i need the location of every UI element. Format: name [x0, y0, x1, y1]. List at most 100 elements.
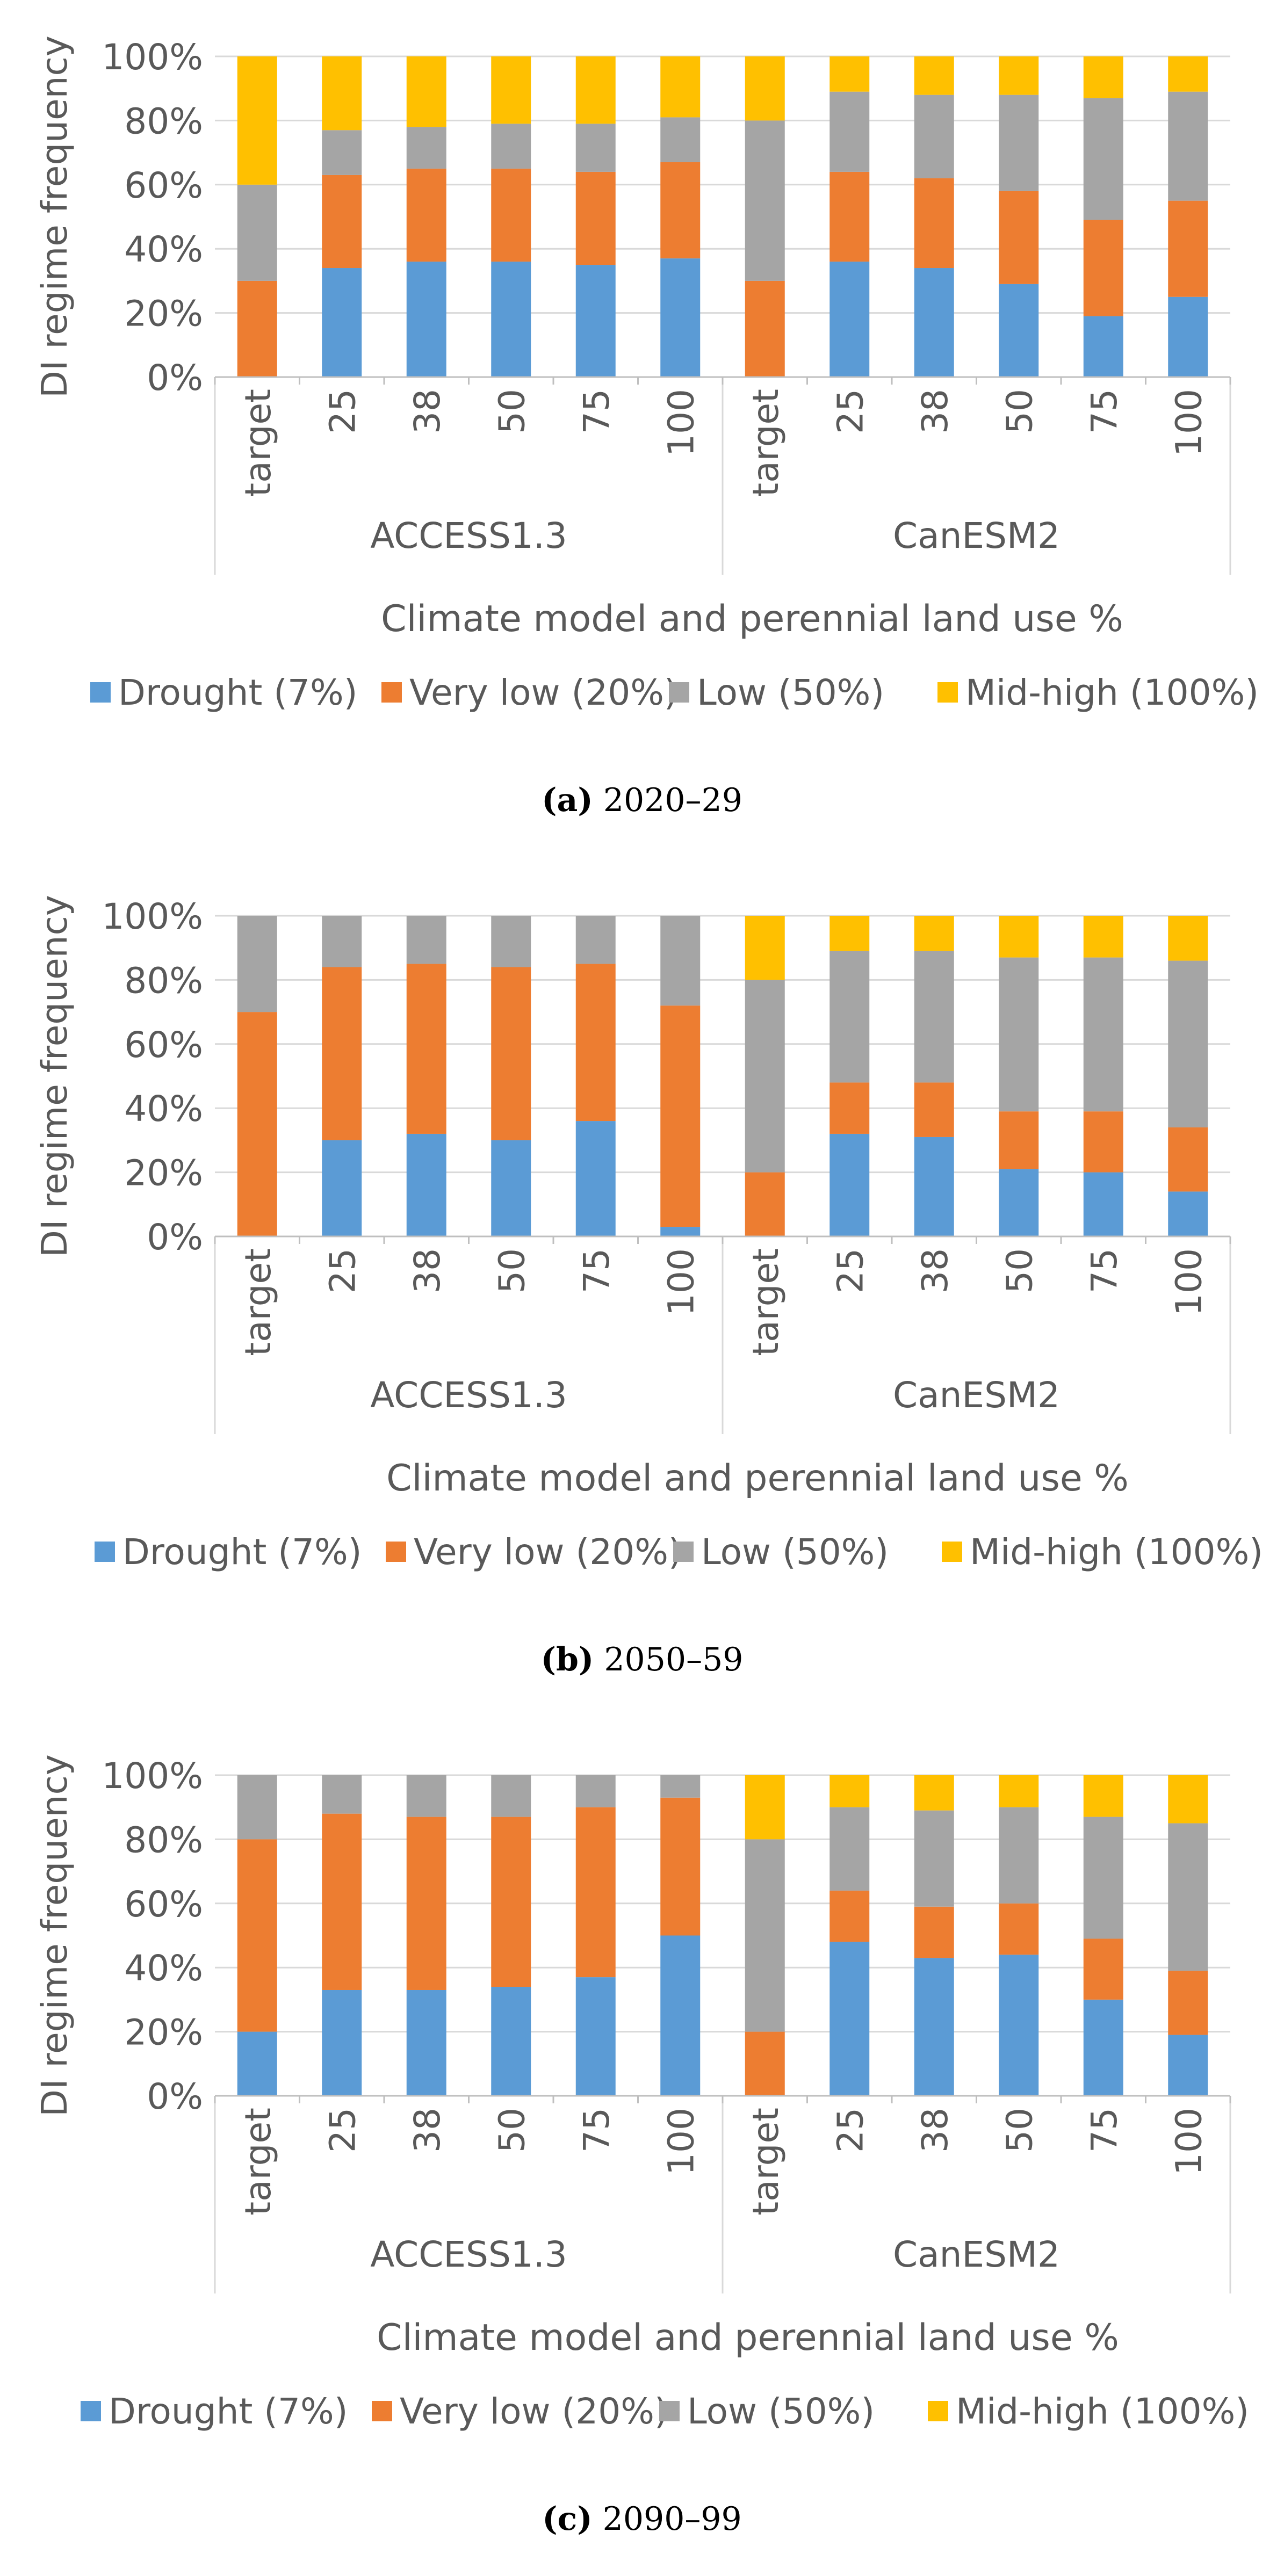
bar-segment-3	[1083, 1775, 1123, 1817]
bar-segment-2	[914, 1810, 954, 1907]
legend-swatch-3	[942, 1542, 962, 1562]
bar-segment-2	[914, 951, 954, 1083]
bar-segment-2	[914, 95, 954, 178]
bar-segment-1	[575, 964, 616, 1121]
bar-segment-1	[914, 1906, 954, 1958]
bar-segment-1	[1083, 1938, 1123, 2000]
bar-segment-2	[745, 980, 785, 1173]
y-tick-label: 60%	[124, 1024, 203, 1066]
bar-segment-2	[829, 91, 870, 172]
bar-segment-0	[1168, 1191, 1208, 1236]
bar-segment-2	[322, 1775, 362, 1814]
caption-text: 2090–99	[593, 2500, 742, 2538]
x-category-label: 100	[1168, 1248, 1209, 1316]
y-axis-title: DI regime frequency	[34, 895, 75, 1257]
bar-segment-3	[914, 1775, 954, 1811]
y-tick-label: 100%	[102, 896, 203, 937]
legend-swatch-1	[381, 682, 402, 703]
x-category-label: 38	[914, 1248, 956, 1293]
bar-segment-0	[575, 265, 616, 377]
bar-segment-2	[406, 127, 446, 169]
bar-segment-0	[660, 258, 701, 377]
bar-segment-2	[322, 130, 362, 175]
bar-segment-3	[914, 56, 954, 95]
bar-segment-1	[237, 1012, 277, 1236]
bar-segment-3	[660, 56, 701, 118]
legend-swatch-1	[372, 2401, 392, 2421]
bar-segment-1	[745, 280, 785, 377]
x-axis-title: Climate model and perennial land use %	[386, 1457, 1129, 1500]
bar-segment-3	[999, 56, 1039, 95]
y-tick-label: 60%	[124, 1884, 203, 1925]
bar-segment-1	[322, 967, 362, 1140]
legend-label: Drought (7%)	[118, 672, 358, 713]
bar-segment-0	[999, 1169, 1039, 1236]
legend-label: Drought (7%)	[122, 1531, 362, 1573]
legend-swatch-3	[928, 2401, 948, 2421]
x-category-label: 100	[660, 389, 702, 457]
bar-segment-0	[914, 1958, 954, 2096]
bar-segment-1	[491, 1817, 531, 1987]
bar-segment-3	[575, 56, 616, 124]
bar-segment-0	[829, 262, 870, 377]
x-category-label: 50	[491, 389, 532, 434]
legend-label: Very low (20%)	[414, 1531, 682, 1573]
x-category-label: 100	[1168, 389, 1209, 457]
y-axis-title: DI regime frequency	[34, 35, 75, 398]
bar-segment-2	[575, 916, 616, 964]
x-category-label: target	[237, 1248, 279, 1356]
bar-segment-1	[491, 967, 531, 1140]
legend-label: Low (50%)	[697, 672, 884, 713]
bar-segment-3	[1168, 1775, 1208, 1824]
bar-segment-3	[1168, 56, 1208, 92]
bar-segment-2	[999, 95, 1039, 191]
x-category-label: 75	[576, 389, 617, 434]
x-axis-title: Climate model and perennial land use %	[377, 2317, 1119, 2359]
caption-label: (a)	[542, 782, 593, 819]
x-group-label: CanESM2	[893, 515, 1060, 556]
x-category-label: 38	[407, 389, 448, 434]
bar-segment-3	[745, 916, 785, 980]
bar-segment-2	[745, 1839, 785, 2032]
y-tick-label: 100%	[102, 1755, 203, 1797]
legend-swatch-3	[937, 682, 958, 703]
bar-segment-0	[1168, 2035, 1208, 2096]
bar-segment-2	[1168, 1823, 1208, 1971]
bar-segment-0	[322, 268, 362, 377]
bar-segment-0	[999, 284, 1039, 377]
caption-text: 2050–59	[594, 1641, 743, 1678]
legend-label: Low (50%)	[687, 2391, 875, 2432]
y-tick-label: 80%	[124, 1819, 203, 1861]
bar-segment-1	[745, 2031, 785, 2096]
bar-segment-0	[575, 1121, 616, 1236]
x-category-label: 25	[829, 1248, 871, 1293]
bar-segment-1	[1083, 220, 1123, 316]
y-tick-label: 100%	[102, 37, 203, 78]
bar-segment-3	[829, 916, 870, 951]
x-group-label: ACCESS1.3	[370, 1374, 567, 1416]
bar-segment-1	[999, 191, 1039, 284]
legend-label: Mid-high (100%)	[956, 2391, 1249, 2432]
y-tick-label: 0%	[147, 1217, 203, 1258]
x-group-label: ACCESS1.3	[370, 2234, 567, 2275]
bar-segment-1	[829, 1890, 870, 1942]
bar-segment-0	[491, 1140, 531, 1236]
legend-swatch-2	[659, 2401, 680, 2421]
caption-text: 2020–29	[593, 782, 742, 819]
x-category-label: 50	[491, 1248, 532, 1293]
x-category-label: 100	[660, 2108, 702, 2175]
bar-segment-0	[914, 1137, 954, 1236]
bar-segment-1	[1168, 200, 1208, 297]
bar-segment-3	[829, 1775, 870, 1807]
bar-segment-3	[745, 56, 785, 121]
bar-segment-1	[999, 1903, 1039, 1955]
x-category-label: target	[745, 1248, 787, 1356]
bar-segment-1	[322, 1813, 362, 1990]
y-tick-label: 80%	[124, 960, 203, 1001]
x-category-label: 75	[1084, 389, 1125, 434]
bar-segment-0	[829, 1942, 870, 2096]
bar-segment-1	[660, 1005, 701, 1227]
x-category-label: 50	[999, 1248, 1040, 1293]
bar-segment-1	[829, 1082, 870, 1134]
y-tick-label: 0%	[147, 357, 203, 399]
